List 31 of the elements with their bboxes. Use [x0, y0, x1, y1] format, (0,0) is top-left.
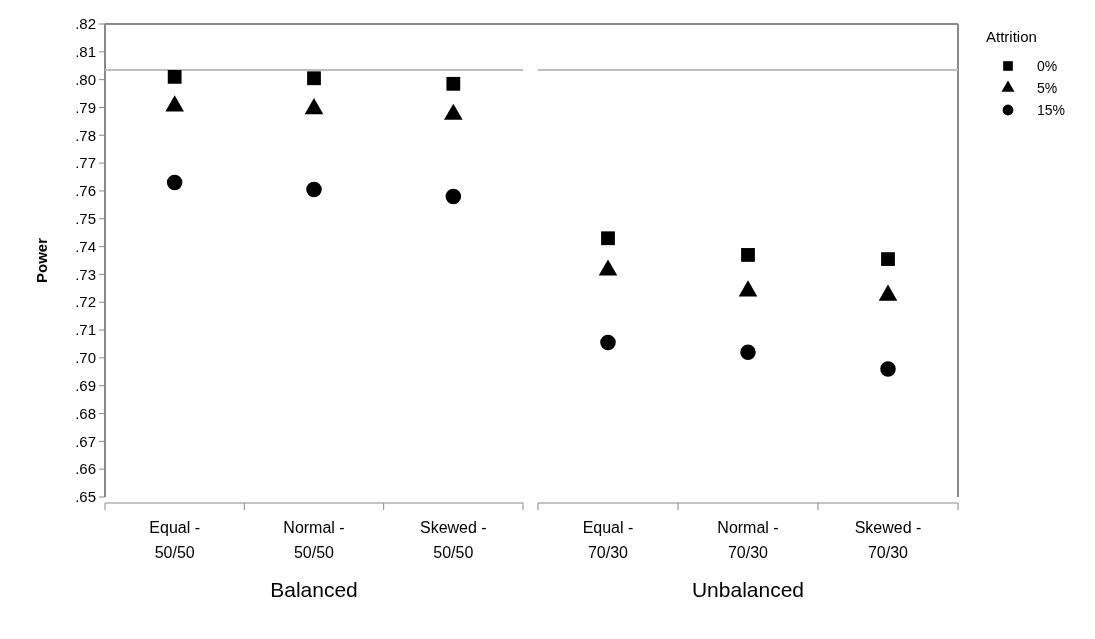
legend-label: 15%: [1037, 101, 1066, 118]
x-axis-title: Unbalanced: [691, 578, 805, 601]
y-tick-label: .77: [75, 154, 96, 172]
y-tick-label: .65: [75, 488, 96, 506]
x-tick-label: Skewed - 50/50: [419, 519, 487, 561]
legend-label: 5%: [1037, 79, 1058, 96]
legend-title: Attrition: [986, 28, 1037, 45]
y-tick-label: .75: [75, 210, 96, 228]
y-axis-title: Power: [33, 237, 50, 284]
x-axis-title: Balanced: [270, 578, 358, 601]
y-tick-label: .82: [75, 15, 96, 33]
y-tick-label: .74: [75, 237, 96, 255]
y-tick-label: .70: [75, 349, 96, 367]
y-tick-label: .80: [75, 70, 96, 88]
x-tick-label: Normal - 50/50: [283, 519, 345, 561]
y-tick-label: .67: [75, 432, 96, 450]
x-tick-label: Equal - 50/50: [149, 519, 201, 561]
x-tick-label: Skewed - 70/30: [854, 519, 922, 561]
y-tick-label: .73: [75, 265, 96, 283]
legend-label: 0%: [1037, 57, 1058, 74]
y-tick-label: .69: [75, 376, 96, 394]
y-tick-label: .76: [75, 182, 96, 200]
x-tick-label: Normal - 70/30: [717, 519, 779, 561]
y-tick-label: .78: [75, 126, 96, 144]
y-tick-label: .66: [75, 460, 96, 478]
y-tick-label: .79: [75, 98, 96, 116]
y-tick-label: .81: [75, 43, 96, 61]
y-tick-label: .68: [75, 404, 96, 422]
y-tick-label: .72: [75, 293, 96, 311]
x-tick-label: Equal - 70/30: [582, 519, 634, 561]
y-tick-label: .71: [75, 321, 96, 339]
